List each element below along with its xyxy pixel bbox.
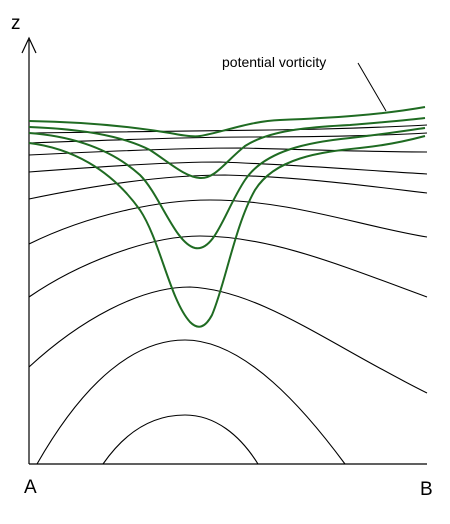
z-axis-label: z: [11, 13, 21, 34]
potential-vorticity-label: potential vorticity: [222, 54, 326, 70]
isentrope-1: [102, 414, 259, 465]
point-a-label: A: [24, 477, 37, 498]
isentrope-5: [28, 199, 428, 245]
annotation-leader-line: [357, 62, 387, 112]
pv-contour-3: [28, 127, 426, 250]
pv-contour-4: [28, 135, 426, 328]
isentrope-10: [28, 124, 428, 134]
axes: [21, 36, 427, 465]
pv-contour-2: [28, 117, 426, 180]
pv-contours: [28, 106, 426, 328]
isentrope-7: [28, 161, 428, 175]
isentropes: [28, 124, 428, 465]
pv-contour-1: [28, 106, 426, 138]
isentrope-2: [36, 339, 346, 465]
isentrope-3: [28, 286, 428, 394]
point-b-label: B: [420, 479, 433, 500]
isentrope-8: [28, 147, 428, 156]
isentrope-4: [28, 235, 428, 298]
z-axis-arrowhead: [21, 36, 37, 54]
isentrope-9: [28, 132, 428, 144]
isentrope-6: [28, 174, 428, 200]
